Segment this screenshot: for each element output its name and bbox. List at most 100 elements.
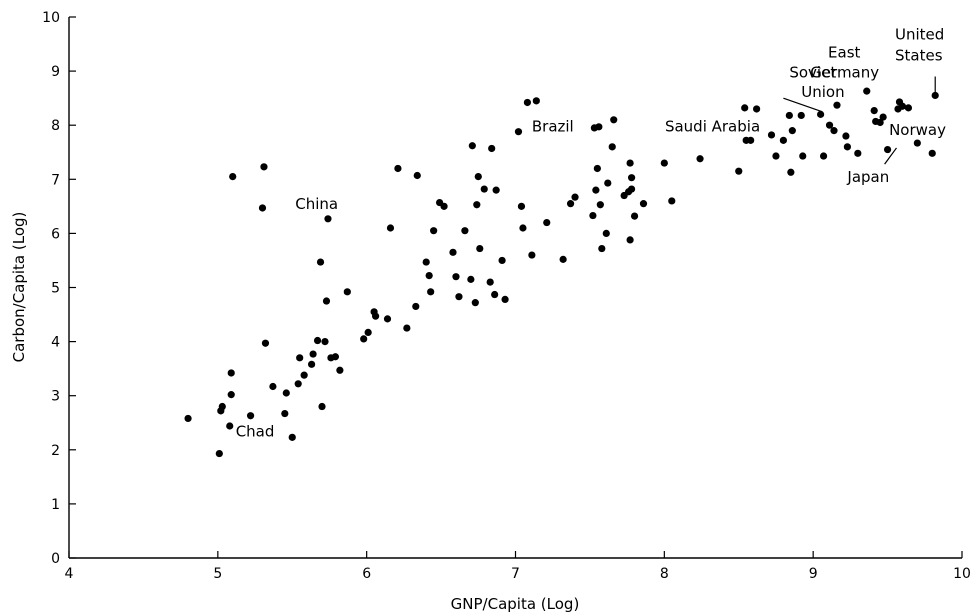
- data-point: [842, 132, 850, 140]
- data-point: [787, 168, 795, 176]
- data-point: [331, 353, 340, 361]
- data-point: [519, 224, 527, 232]
- point-annotation: Union: [801, 83, 844, 101]
- data-point: [523, 98, 532, 107]
- data-point: [413, 171, 421, 180]
- y-tick-label: 8: [51, 118, 60, 134]
- data-point: [364, 328, 372, 337]
- data-point: [360, 335, 368, 343]
- data-point: [316, 258, 325, 266]
- data-point: [430, 227, 438, 235]
- data-point: [528, 251, 536, 259]
- x-tick-label: 4: [65, 566, 74, 582]
- data-point: [386, 224, 395, 232]
- data-point: [403, 324, 411, 332]
- data-point: [514, 128, 523, 136]
- data-point: [226, 422, 234, 430]
- data-point: [833, 101, 841, 109]
- data-point: [904, 104, 913, 112]
- y-tick-label: 7: [51, 172, 60, 188]
- data-point: [288, 433, 296, 441]
- data-point: [559, 255, 567, 263]
- point-annotation: Soviet: [789, 64, 836, 82]
- data-point: [227, 391, 235, 399]
- data-point: [819, 152, 828, 160]
- y-tick-label: 5: [51, 281, 60, 297]
- data-point: [825, 121, 834, 129]
- data-point: [269, 382, 277, 391]
- data-point: [598, 244, 606, 253]
- data-point: [863, 87, 871, 95]
- data-point: [883, 145, 892, 154]
- annotation-leader-line: [884, 147, 897, 165]
- data-point: [876, 118, 884, 127]
- data-point: [668, 197, 676, 205]
- x-tick-label: 6: [362, 566, 371, 582]
- data-point: [779, 136, 788, 144]
- data-point: [602, 229, 610, 237]
- y-tick-label: 4: [51, 335, 60, 351]
- data-point: [592, 186, 600, 194]
- data-point: [788, 127, 796, 135]
- data-point: [785, 111, 793, 120]
- data-point: [394, 164, 402, 173]
- data-point: [260, 163, 268, 171]
- data-point: [321, 338, 329, 346]
- data-point: [282, 389, 290, 397]
- x-tick-label: 5: [213, 566, 222, 582]
- y-tick-label: 6: [51, 226, 60, 242]
- data-point: [626, 236, 634, 244]
- data-point: [543, 218, 551, 227]
- x-tick-label: 9: [809, 566, 818, 582]
- data-point: [261, 339, 270, 347]
- data-point: [797, 111, 805, 120]
- data-point: [300, 371, 308, 379]
- data-point: [928, 149, 936, 157]
- data-point: [854, 149, 862, 157]
- data-point: [474, 172, 482, 181]
- y-tick-label: 0: [51, 551, 60, 567]
- data-point: [660, 159, 668, 167]
- data-point: [517, 202, 526, 210]
- data-point: [532, 97, 540, 105]
- point-annotation: States: [895, 46, 943, 64]
- data-point: [471, 299, 479, 307]
- data-point: [343, 288, 351, 296]
- point-annotation: Brazil: [532, 118, 574, 136]
- data-point: [455, 293, 463, 301]
- data-point: [452, 273, 460, 281]
- data-point: [696, 155, 704, 163]
- data-point: [322, 297, 331, 305]
- data-point: [626, 159, 634, 167]
- data-point: [461, 227, 469, 235]
- point-annotation: Norway: [889, 121, 946, 139]
- data-point: [229, 172, 237, 181]
- data-point: [422, 258, 430, 266]
- y-tick-label: 3: [51, 389, 60, 405]
- data-point: [608, 143, 616, 151]
- data-point: [281, 409, 289, 418]
- data-point: [604, 179, 612, 187]
- data-point: [589, 211, 597, 220]
- data-point: [313, 336, 322, 345]
- point-annotation: Saudi Arabia: [665, 118, 760, 136]
- data-point: [898, 102, 907, 110]
- data-point: [501, 295, 509, 304]
- data-point: [371, 312, 380, 320]
- x-axis-title: GNP/Capita (Log): [451, 595, 580, 613]
- data-point: [480, 185, 488, 193]
- data-point: [294, 380, 302, 388]
- data-point: [215, 449, 223, 458]
- data-point: [486, 278, 494, 286]
- data-point: [627, 174, 636, 182]
- data-point: [767, 131, 776, 139]
- data-point: [246, 412, 255, 420]
- data-point: [296, 354, 304, 362]
- data-point: [449, 248, 457, 256]
- data-point: [630, 212, 639, 220]
- data-point: [383, 315, 392, 323]
- data-point: [913, 139, 921, 147]
- data-point: [772, 152, 780, 160]
- data-point: [184, 414, 192, 423]
